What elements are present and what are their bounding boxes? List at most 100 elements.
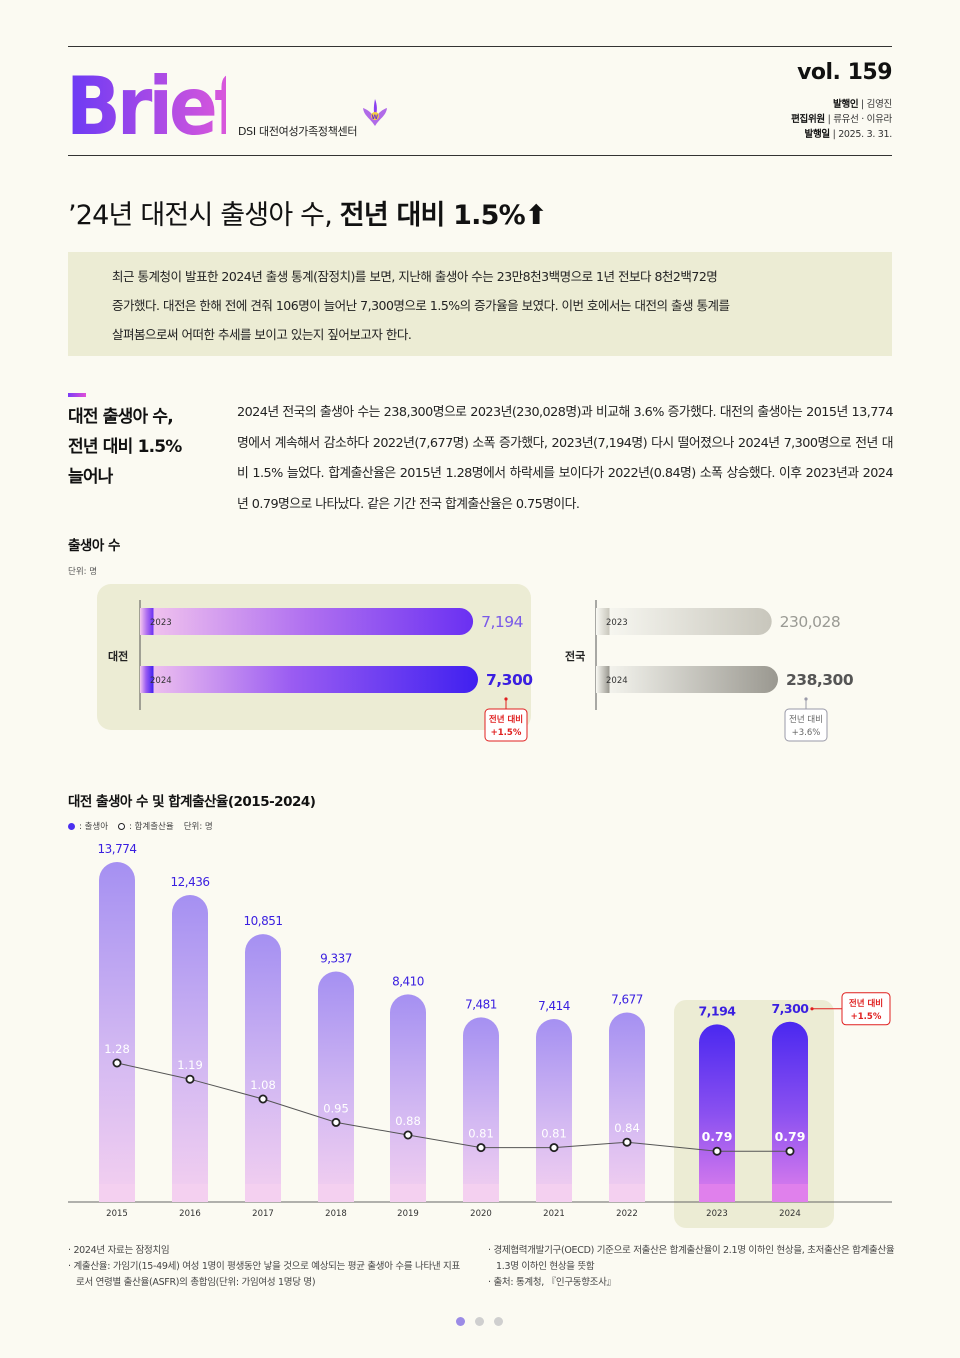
section-accent-bar xyxy=(68,393,86,397)
national-change-line1: 전년 대비 xyxy=(789,714,823,725)
section-body: 2024년 전국의 출생아 수는 238,300명으로 2023년(230,02… xyxy=(237,405,894,512)
rate-value-label: 0.81 xyxy=(541,1127,567,1141)
section-title: 대전 출생아 수, 전년 대비 1.5% 늘어나 xyxy=(68,407,182,487)
x-tick-label: 2018 xyxy=(325,1209,347,1219)
rate-value-label: 1.19 xyxy=(177,1058,203,1072)
note-item: · 계출산율: 가임기(15-49세) 여성 1명이 평생동안 낳을 것으로 예… xyxy=(68,1261,460,1288)
daejeon-value-label: 7,194 xyxy=(481,613,523,631)
daejeon-group-label: 대전 xyxy=(108,649,128,663)
rate-value-label: 0.79 xyxy=(702,1129,733,1144)
x-tick-label: 2017 xyxy=(252,1209,274,1219)
national-bar-2023 xyxy=(596,608,772,635)
daejeon-year-label: 2023 xyxy=(150,618,172,628)
birth-value-label: 7,677 xyxy=(611,992,643,1006)
daejeon-year-label: 2024 xyxy=(150,676,172,686)
national-value-label: 238,300 xyxy=(786,671,854,689)
daejeon-change-line2: +1.5% xyxy=(491,728,522,738)
summary-line: 증가했다. 대전은 한해 전에 견줘 106명이 늘어난 7,300명으로 1.… xyxy=(112,298,730,313)
birth-value-label: 8,410 xyxy=(392,974,424,988)
national-change-tag xyxy=(784,708,828,742)
national-year-label: 2024 xyxy=(606,676,628,686)
bar-2020 xyxy=(463,1017,499,1202)
svg-text:W: W xyxy=(372,114,379,121)
rate-value-label: 1.28 xyxy=(104,1042,130,1056)
rate-point xyxy=(622,1137,632,1147)
bar-2024 xyxy=(772,1021,808,1202)
volume-number: vol. 159 xyxy=(797,60,892,85)
change-tag-dot xyxy=(810,1007,814,1011)
header-bottom-rule xyxy=(68,155,892,156)
summary-box: 최근 통계청이 발표한 2024년 출생 통계(잠정치)를 보면, 지난해 출생… xyxy=(68,252,892,356)
national-year-label: 2023 xyxy=(606,618,628,628)
flower-icon: W xyxy=(363,99,387,126)
birth-value-label: 10,851 xyxy=(244,914,283,928)
rate-value-label: 1.08 xyxy=(250,1078,276,1092)
daejeon-change-line1: 전년 대비 xyxy=(489,714,523,725)
up-arrow-icon: ⬆ xyxy=(524,200,548,231)
daejeon-bar-cap xyxy=(140,608,154,635)
change-tag-2024 xyxy=(841,992,891,1026)
notes-right: · 경제협력개발기구(OECD) 기준으로 저출산은 합계출산율이 2.1명 이… xyxy=(488,1243,898,1291)
bar-base xyxy=(463,1184,499,1202)
birth-value-label: 7,300 xyxy=(771,1001,809,1016)
rate-point xyxy=(476,1143,486,1153)
birth-value-label: 9,337 xyxy=(320,952,352,966)
rate-point xyxy=(331,1117,341,1127)
national-bar-cap xyxy=(596,666,610,693)
page-title: ’24년 대전시 출생아 수, 전년 대비 1.5%⬆ xyxy=(68,200,548,231)
daejeon-change-tag xyxy=(484,708,528,742)
notes-left: · 2024년 자료는 잠정치임 · 계출산율: 가임기(15-49세) 여성 … xyxy=(68,1243,468,1291)
chart1-unit: 단위: 명 xyxy=(68,567,98,577)
bar-base xyxy=(318,1184,354,1202)
rate-value-label: 0.79 xyxy=(775,1129,806,1144)
highlight-panel-2023-2024 xyxy=(674,1000,834,1228)
top-rule xyxy=(68,46,892,47)
rate-legend-dot xyxy=(118,822,126,830)
bar-2023 xyxy=(699,1024,735,1202)
birth-count-chart: 대전 2023 7,194 2024 7,300 전년 대비 +1.5% 전국 2023 230,… xyxy=(97,584,854,742)
change-tag-line1: 전년 대비 xyxy=(849,998,883,1009)
date-line: 발행일 | 2025. 3. 31. xyxy=(804,129,893,140)
national-group-label: 전국 xyxy=(565,649,585,663)
daejeon-highlight-panel xyxy=(97,584,531,730)
bar-2017 xyxy=(245,934,281,1202)
bar-base xyxy=(245,1184,281,1202)
summary-line: 최근 통계청이 발표한 2024년 출생 통계(잠정치)를 보면, 지난해 출생… xyxy=(112,269,718,284)
note-item: · 경제협력개발기구(OECD) 기준으로 저출산은 합계출산율이 2.1명 이… xyxy=(488,1245,895,1272)
bar-base xyxy=(99,1184,135,1202)
bar-2022 xyxy=(609,1012,645,1202)
bar-2016 xyxy=(172,895,208,1202)
bar-base xyxy=(172,1184,208,1202)
daejeon-bar-cap xyxy=(140,666,154,693)
rate-point xyxy=(403,1130,413,1140)
x-tick-label: 2023 xyxy=(706,1209,728,1219)
rate-point xyxy=(258,1094,268,1104)
rate-point xyxy=(785,1146,795,1156)
page-indicator[interactable] xyxy=(456,1317,503,1326)
rate-value-label: 0.95 xyxy=(323,1101,349,1115)
birth-value-label: 7,414 xyxy=(538,999,570,1013)
page-dot-1[interactable] xyxy=(456,1317,465,1326)
rate-value-label: 0.81 xyxy=(468,1127,494,1141)
svg-text:Brief: Brief xyxy=(66,60,226,140)
rate-value-label: 0.88 xyxy=(395,1114,421,1128)
publisher-line: 발행인 | 김영진 xyxy=(833,99,892,110)
bar-base xyxy=(390,1184,426,1202)
note-item: · 2024년 자료는 잠정치임 xyxy=(68,1245,170,1256)
page-dot-2[interactable] xyxy=(475,1317,484,1326)
bar-base xyxy=(609,1184,645,1202)
page-dot-3[interactable] xyxy=(494,1317,503,1326)
bar-2015 xyxy=(99,862,135,1202)
organization-name: DSI 대전여성가족정책센터 xyxy=(238,125,358,138)
rate-point xyxy=(185,1074,195,1084)
x-tick-label: 2019 xyxy=(397,1209,419,1219)
editors-line: 편집위원 | 류유선 · 이유라 xyxy=(791,114,892,125)
fertility-rate-line xyxy=(116,1062,790,1152)
national-tag-dot xyxy=(804,697,808,701)
bar-2018 xyxy=(318,971,354,1202)
x-tick-label: 2021 xyxy=(543,1209,565,1219)
national-change-line2: +3.6% xyxy=(792,728,821,738)
bar-base xyxy=(536,1184,572,1202)
chart2-title: 대전 출생아 수 및 합계출산율(2015-2024) xyxy=(68,794,316,810)
daejeon-bar-2023 xyxy=(140,608,474,635)
